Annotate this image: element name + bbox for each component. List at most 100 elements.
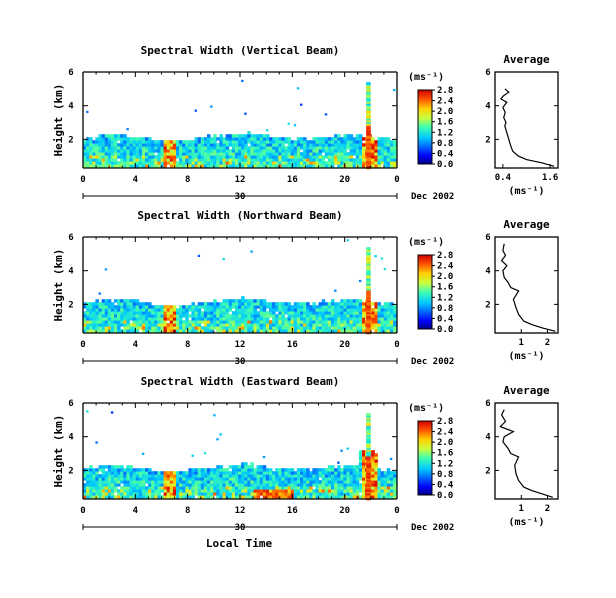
heatmap-cell bbox=[179, 152, 183, 156]
heatmap-cell bbox=[358, 320, 363, 324]
heatmap-cell bbox=[324, 329, 329, 333]
heatmap-cell bbox=[89, 489, 93, 493]
heatmap-cell bbox=[145, 158, 149, 162]
heatmap-spike-cell bbox=[366, 102, 371, 106]
heatmap-cell bbox=[210, 164, 214, 168]
heatmap-cell bbox=[182, 140, 186, 144]
heatmap-cell bbox=[182, 480, 186, 484]
heatmap-cell bbox=[228, 152, 233, 156]
heatmap-cell bbox=[290, 317, 295, 321]
heatmap-cell bbox=[340, 164, 344, 168]
heatmap-cell bbox=[290, 326, 295, 330]
heatmap-cell bbox=[352, 149, 357, 153]
heatmap-cell bbox=[132, 492, 137, 496]
heatmap-cell bbox=[225, 317, 230, 321]
heatmap-cell bbox=[135, 323, 140, 327]
heatmap-cell bbox=[358, 477, 363, 481]
heatmap-cell bbox=[107, 137, 112, 141]
heatmap-cell bbox=[386, 311, 391, 315]
average-frame bbox=[494, 236, 559, 334]
heatmap-cell bbox=[216, 317, 220, 321]
heatmap-cell bbox=[95, 161, 99, 165]
heatmap-cell bbox=[380, 305, 385, 309]
heatmap-cell bbox=[238, 143, 242, 147]
heatmap-cell bbox=[185, 483, 189, 487]
heatmap-spike-cell bbox=[366, 277, 371, 281]
heatmap-cell bbox=[327, 486, 332, 490]
heatmap-cell bbox=[101, 299, 106, 303]
heatmap-cell bbox=[318, 323, 323, 327]
heatmap-cell bbox=[207, 149, 211, 153]
heatmap-cell bbox=[213, 477, 217, 481]
heatmap-cell bbox=[185, 164, 189, 168]
heatmap-cell bbox=[117, 465, 121, 469]
heatmap-cell bbox=[386, 468, 391, 472]
heatmap-cell bbox=[151, 474, 155, 478]
heatmap-cell bbox=[222, 483, 226, 487]
heatmap-cell bbox=[107, 143, 112, 147]
heatmap-cell bbox=[191, 158, 195, 162]
heatmap-cell bbox=[172, 146, 177, 150]
heatmap-cell bbox=[148, 146, 152, 150]
heatmap-cell bbox=[191, 477, 195, 481]
heatmap-cell bbox=[203, 152, 208, 156]
heatmap-cell bbox=[337, 305, 341, 309]
heatmap-speck bbox=[216, 438, 219, 441]
heatmap-cell bbox=[200, 161, 205, 165]
heatmap-cell bbox=[241, 483, 245, 487]
heatmap-cell bbox=[132, 323, 137, 327]
heatmap-spike-cell bbox=[366, 105, 371, 109]
heatmap-cell bbox=[176, 495, 180, 499]
heatmap-cell bbox=[327, 143, 332, 147]
heatmap-cell bbox=[148, 314, 152, 318]
heatmap-cell bbox=[148, 326, 152, 330]
heatmap-cell bbox=[203, 320, 208, 324]
heatmap-cell bbox=[163, 483, 168, 487]
heatmap-cell bbox=[300, 143, 304, 147]
heatmap-cell bbox=[120, 480, 124, 484]
heatmap-cell bbox=[358, 468, 363, 472]
heatmap-cell bbox=[114, 471, 118, 475]
heatmap-cell bbox=[309, 489, 313, 493]
heatmap-cell bbox=[179, 155, 183, 159]
heatmap-cell bbox=[256, 143, 261, 147]
heatmap-cell bbox=[216, 302, 220, 306]
heatmap-speck bbox=[86, 410, 89, 413]
heatmap-cell bbox=[145, 140, 149, 144]
heatmap-cell bbox=[247, 320, 251, 324]
heatmap-cell bbox=[312, 471, 316, 475]
heatmap-cell bbox=[346, 495, 350, 499]
heatmap-cell bbox=[163, 477, 168, 481]
heatmap-cell bbox=[210, 486, 214, 490]
heatmap-cell bbox=[337, 302, 341, 306]
heatmap-cell bbox=[247, 486, 251, 490]
heatmap-cell bbox=[89, 143, 93, 147]
heatmap-cell bbox=[83, 314, 87, 318]
heatmap-cell bbox=[210, 140, 214, 144]
heatmap-cell bbox=[296, 308, 301, 312]
heatmap-cell bbox=[284, 495, 288, 499]
heatmap-cell bbox=[324, 468, 329, 472]
heatmap-cell bbox=[98, 134, 102, 138]
heatmap-cell bbox=[101, 305, 106, 309]
y-tick-label: 6 bbox=[68, 399, 73, 409]
heatmap-cell bbox=[228, 302, 233, 306]
heatmap-cell bbox=[355, 486, 360, 490]
heatmap-spike-cell bbox=[366, 421, 371, 425]
heatmap-cell bbox=[117, 492, 121, 496]
heatmap-cell bbox=[327, 302, 332, 306]
heatmap-cell bbox=[331, 465, 335, 469]
heatmap-cell bbox=[101, 143, 106, 147]
heatmap-cell bbox=[247, 465, 251, 469]
heatmap-cell bbox=[296, 489, 301, 493]
heatmap-cell bbox=[191, 305, 195, 309]
heatmap-cell bbox=[331, 149, 335, 153]
heatmap-cell bbox=[383, 155, 388, 159]
heatmap-cell bbox=[166, 317, 171, 321]
heatmap-spike-cell bbox=[366, 90, 371, 94]
heatmap-cell bbox=[219, 302, 223, 306]
heatmap-spike-cell bbox=[366, 451, 371, 455]
heatmap-cell bbox=[327, 317, 332, 321]
heatmap-cell bbox=[259, 486, 264, 490]
heatmap-cell bbox=[148, 164, 152, 168]
